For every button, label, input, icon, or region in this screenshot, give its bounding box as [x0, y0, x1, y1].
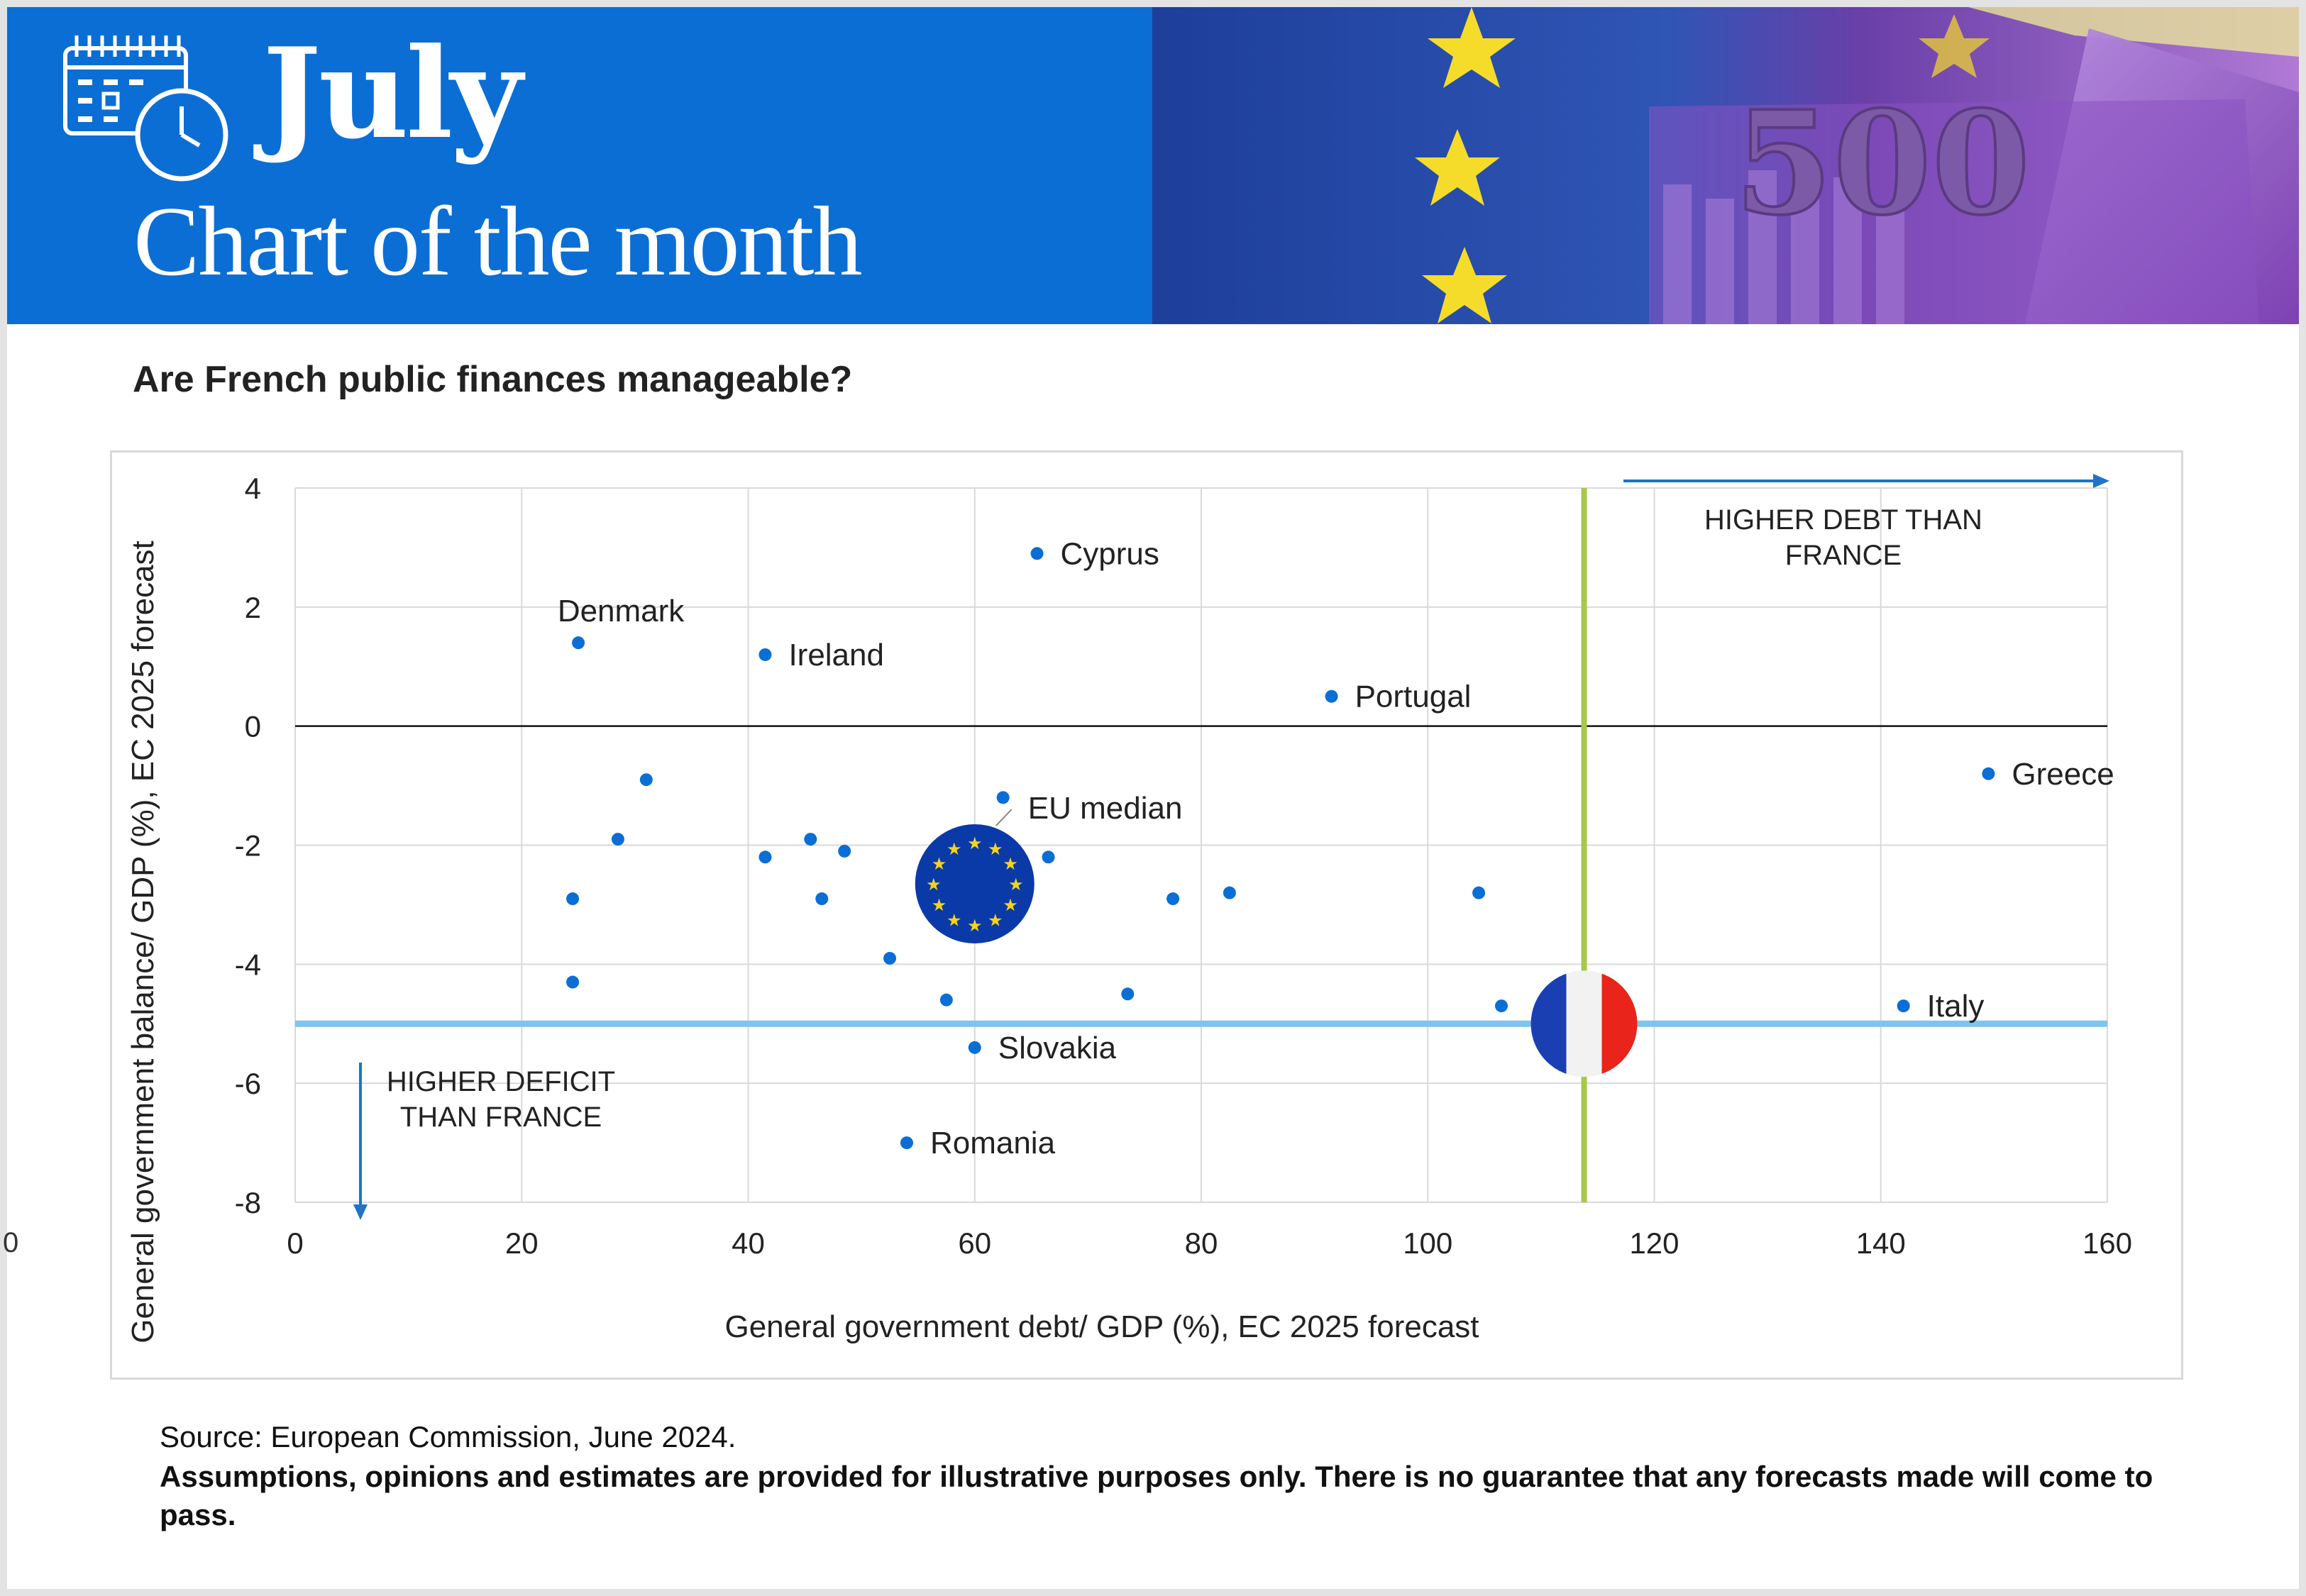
y-tick-label: 2 — [245, 591, 261, 624]
reference-lines — [295, 488, 2107, 1202]
data-point — [1495, 999, 1508, 1013]
disclaimer: Assumptions, opinions and estimates are … — [160, 1460, 2153, 1531]
eu-flag-star: ★ — [1003, 854, 1018, 874]
higher-deficit-arrowhead — [353, 1204, 368, 1220]
point-label: Greece — [2012, 757, 2114, 792]
banner-title: Chart of the month — [133, 187, 862, 297]
eu-flag-star: ★ — [988, 839, 1003, 859]
eu-flag-icon: ★★★★★★★★★ ★ ★★ — [915, 824, 1035, 944]
y-tick-label: -6 — [235, 1067, 261, 1100]
france-flag-stripes — [1530, 970, 1638, 1077]
data-point — [883, 951, 897, 965]
data-point — [1042, 850, 1055, 864]
data-point — [758, 648, 772, 661]
data-point — [838, 844, 851, 858]
data-point — [1472, 886, 1486, 899]
banner-month: July — [263, 21, 522, 167]
data-points: Cyprus Denmark Ireland Portugal Greece Italy S… — [558, 536, 2114, 1160]
point-label: Slovakia — [998, 1031, 1117, 1065]
higher-debt-arrowhead — [2093, 474, 2109, 488]
data-point — [758, 850, 772, 864]
chart-heading: Are French public finances manageable? — [133, 359, 853, 400]
page: July Chart of the month — [3, 7, 2299, 1589]
gridlines — [294, 487, 2108, 1203]
eu-flag-star: ★ — [947, 839, 962, 859]
data-point — [968, 1041, 981, 1054]
x-tick-label: 20 — [505, 1226, 539, 1260]
data-point — [1030, 547, 1044, 560]
point-label: Italy — [1927, 989, 1985, 1024]
x-axis-label: General government debt/ GDP (%), EC 202… — [724, 1309, 1479, 1344]
x-tick-label: 120 — [1629, 1226, 1679, 1260]
x-tick-label: 60 — [958, 1226, 991, 1260]
point-label: Denmark — [558, 594, 685, 628]
higher-debt-label-line2: FRANCE — [1785, 540, 1902, 571]
eu-flag-star: ★ — [1003, 895, 1018, 915]
data-point — [611, 833, 624, 846]
data-point — [1325, 689, 1338, 703]
data-point — [566, 975, 580, 989]
x-tick-label: 160 — [2082, 1226, 2132, 1260]
source-note: Source: European Commission, June 2024. — [160, 1420, 737, 1453]
y-tick-label: -2 — [235, 829, 261, 863]
point-label: Cyprus — [1061, 536, 1159, 571]
x-tick-label: 100 — [1403, 1226, 1452, 1260]
data-point — [939, 993, 953, 1007]
y-axis-label: General government balance/ GDP (%), EC … — [126, 541, 160, 1343]
data-point — [566, 892, 580, 906]
data-point — [1166, 892, 1180, 906]
y-tick-label: 4 — [245, 472, 261, 505]
point-label: Ireland — [788, 638, 884, 672]
france-flag-icon — [1530, 970, 1638, 1077]
x-tick-label: 80 — [1185, 1226, 1218, 1260]
eu-flag-star: ★ — [967, 833, 983, 853]
point-label: Portugal — [1355, 680, 1472, 714]
banner: July Chart of the month — [7, 7, 1152, 324]
higher-deficit-label-line1: HIGHER DEFICIT — [387, 1066, 615, 1097]
eu-flag-star: ★ — [932, 854, 947, 874]
data-point — [804, 833, 817, 846]
eu-flag-star: ★ — [926, 875, 942, 894]
eu-flag-star: ★ — [932, 895, 947, 915]
france-flag-blue — [1530, 970, 1567, 1077]
y-tick-label: 0 — [245, 710, 261, 743]
higher-debt-label-line1: HIGHER DEBT THAN — [1704, 504, 1982, 536]
eu-median-leader — [995, 809, 1013, 826]
data-point — [639, 773, 653, 787]
france-flag-white — [1566, 970, 1602, 1077]
annotations: HIGHER DEBT THAN FRANCE HIGHER DEFICIT T… — [353, 474, 2109, 1220]
data-point — [900, 1136, 913, 1150]
euro-banknote-image: 500 — [1152, 7, 2299, 324]
eu-median-label: EU median — [1028, 791, 1183, 826]
eu-flag-star: ★ — [1008, 875, 1024, 894]
eu-flag-disc — [915, 824, 1035, 944]
higher-deficit-label-line2: THAN FRANCE — [400, 1102, 602, 1133]
y-tick-label: -8 — [235, 1186, 261, 1219]
stray-axis-mark: 0 — [3, 1227, 19, 1258]
data-point — [572, 636, 585, 650]
eu-flag-star: ★ — [947, 910, 962, 930]
data-point — [1982, 767, 1995, 780]
data-point — [996, 791, 1010, 804]
x-tick-label: 140 — [1856, 1226, 1906, 1260]
calendar-clock-icon — [63, 35, 228, 182]
data-point — [1897, 999, 1910, 1013]
data-point — [1121, 987, 1135, 1001]
data-point — [815, 892, 829, 906]
chart-frame: 0 20 40 60 80 100 120 140 160 4 2 0 -2 -4 -6 -8 Cyprus D… — [110, 450, 2183, 1380]
eu-flag-star: ★ — [967, 916, 983, 936]
data-point — [1223, 886, 1236, 899]
svg-text:500: 500 — [1734, 80, 2030, 247]
x-tick-label: 0 — [287, 1226, 303, 1260]
france-flag-red — [1601, 970, 1638, 1077]
eu-flag-star: ★ — [988, 910, 1003, 930]
point-label: Romania — [930, 1126, 1056, 1160]
y-tick-label: -4 — [235, 948, 261, 981]
x-tick-label: 40 — [732, 1226, 765, 1260]
